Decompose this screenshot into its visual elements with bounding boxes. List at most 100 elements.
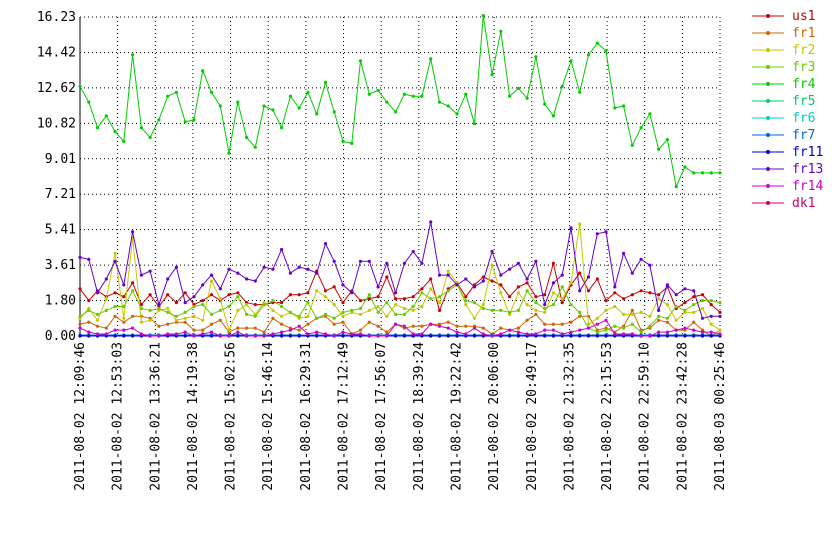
data-point-fr14 [692,328,696,332]
data-point-us1 [490,279,494,283]
data-point-fr2 [560,297,564,301]
data-point-fr4 [253,145,257,149]
data-point-fr3 [534,301,538,305]
data-point-fr2 [481,303,485,307]
data-point-fr14 [95,332,100,336]
data-point-fr14 [227,334,231,338]
data-point-fr4 [595,41,599,45]
data-point-fr14 [367,334,371,338]
data-point-fr1 [499,326,503,330]
data-point-fr14 [253,334,257,338]
data-point-us1 [183,291,187,295]
data-point-fr4 [245,135,249,140]
data-point-fr2 [104,297,108,301]
data-point-fr13 [464,277,468,281]
data-point-fr11 [288,334,292,338]
data-point-fr14 [455,330,459,334]
data-point-fr4 [183,120,187,124]
x-tick-label: 2011-08-02 20:49:17 [525,342,540,491]
data-point-us1 [657,293,661,297]
data-point-fr3 [700,299,705,303]
data-point-fr2 [236,308,240,312]
legend-marker [766,184,770,188]
data-point-fr2 [394,303,398,307]
data-point-fr4 [525,96,529,100]
data-point-fr13 [481,279,485,283]
data-point-fr2 [166,306,170,311]
data-point-fr3 [350,308,354,312]
data-point-fr13 [437,273,442,277]
data-point-fr14 [490,334,494,338]
data-point-fr14 [543,328,547,332]
data-point-fr14 [578,328,582,332]
data-point-us1 [622,297,626,301]
data-point-fr1 [376,324,380,328]
data-point-fr2 [648,314,652,318]
data-point-fr3 [437,295,442,299]
data-point-fr3 [131,289,135,293]
data-point-fr2 [490,263,494,267]
data-point-fr2 [271,308,275,312]
legend-label: fr5 [792,94,815,109]
data-point-fr2 [323,295,328,299]
series-fr14 [78,318,722,338]
data-point-fr14 [385,334,389,338]
legend-item-dk1: dk1 [752,196,815,211]
data-point-fr14 [113,328,117,332]
data-point-fr11 [315,334,319,338]
data-point-fr4 [174,90,178,94]
data-point-fr3 [166,310,170,314]
data-point-fr4 [122,139,126,143]
data-point-fr14 [166,332,170,336]
x-tick-label: 2011-08-02 14:19:38 [186,342,201,491]
x-tick-label: 2011-08-02 22:15:53 [600,342,615,491]
data-point-fr13 [700,316,705,320]
data-point-fr14 [508,328,512,332]
data-point-fr13 [315,271,319,275]
data-point-us1 [367,297,371,301]
data-point-us1 [709,303,713,307]
data-point-fr14 [639,334,643,338]
data-point-fr3 [271,299,275,303]
legend-marker [766,133,770,137]
data-point-fr2 [464,303,468,307]
data-point-fr14 [718,332,722,336]
data-point-fr14 [323,332,328,336]
data-point-fr1 [218,318,222,322]
data-point-us1 [376,295,380,299]
x-tick-label: 2011-08-02 21:32:35 [562,342,577,491]
data-point-fr1 [78,322,82,326]
data-point-fr4 [499,29,503,33]
data-point-fr13 [297,265,301,269]
data-point-fr3 [411,304,415,309]
data-point-fr3 [78,314,82,318]
data-point-fr13 [499,273,503,277]
data-point-fr13 [271,267,275,271]
legend-label: dk1 [792,196,815,211]
data-point-us1 [139,303,143,307]
legend-label: fr14 [792,179,823,194]
data-point-fr14 [236,330,240,334]
data-point-fr4 [665,137,670,142]
data-point-fr1 [446,320,450,324]
data-point-fr3 [245,312,249,316]
data-point-fr4 [639,126,643,130]
data-point-fr2 [367,308,371,312]
data-point-us1 [122,295,126,299]
data-point-fr13 [280,247,284,252]
data-point-fr3 [639,330,643,334]
legend-item-fr13: fr13 [752,162,823,177]
data-point-fr13 [429,220,433,224]
data-point-fr2 [534,308,538,312]
data-point-fr13 [192,295,196,299]
data-point-fr4 [692,171,696,175]
data-point-fr13 [516,261,521,265]
x-tick-label: 2011-08-02 20:06:00 [487,342,502,491]
data-point-fr1 [306,322,310,326]
data-point-fr2 [341,314,345,318]
data-point-fr11 [709,334,713,338]
data-point-fr3 [323,312,328,316]
data-point-fr11 [446,334,450,338]
data-point-fr13 [148,269,152,273]
data-point-fr3 [595,330,599,334]
